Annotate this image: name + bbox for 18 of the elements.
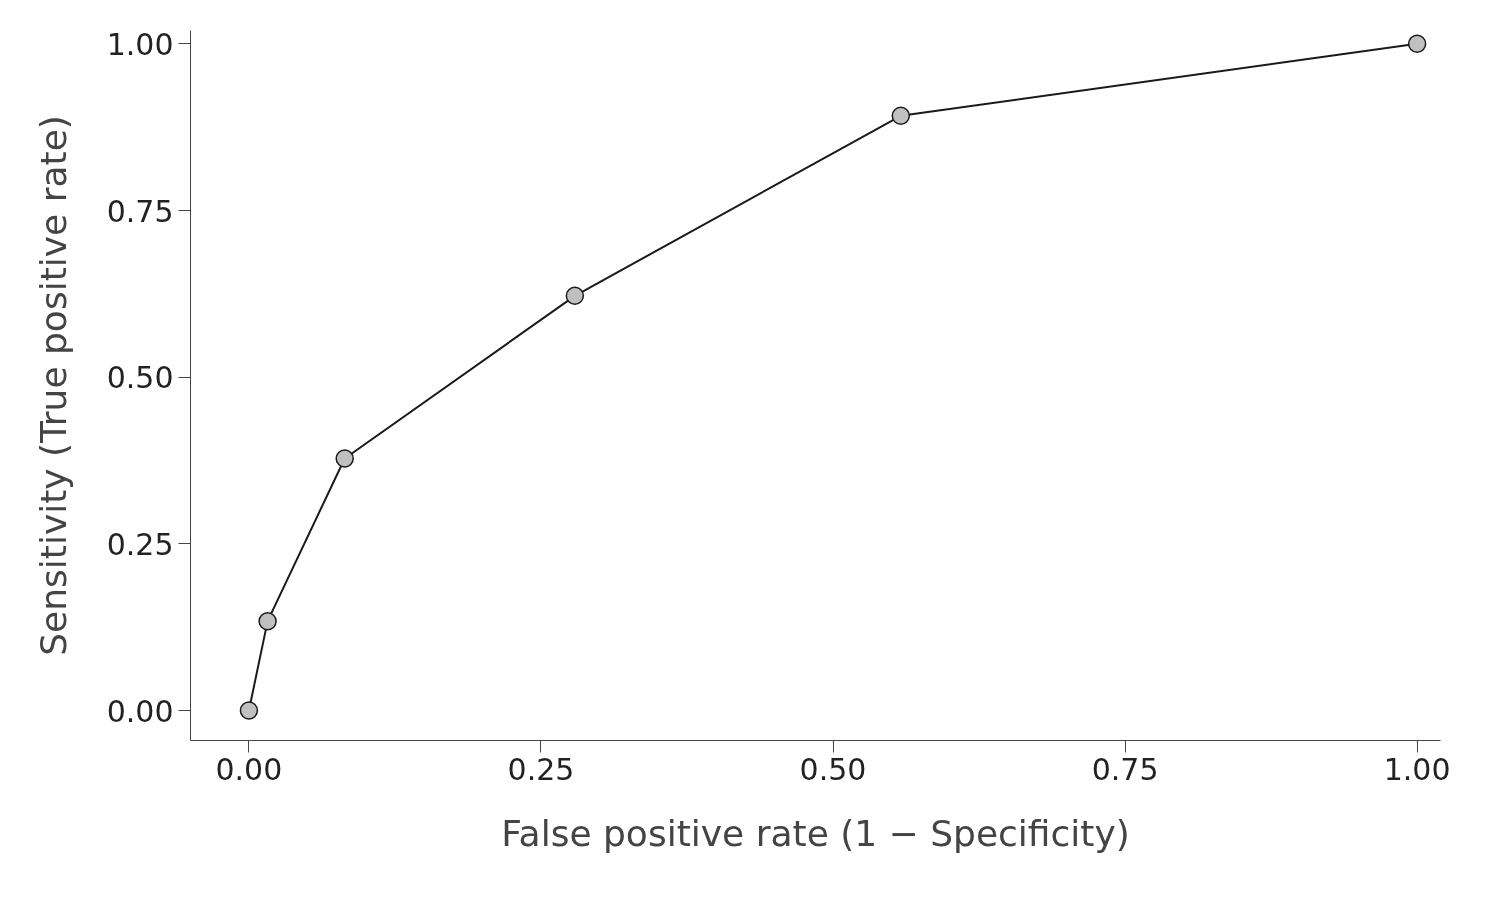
y-tick-label: 0.75: [106, 193, 174, 229]
point: [258, 611, 277, 631]
y-tick-label: 1.00: [106, 26, 174, 62]
x-tick-label: 0.25: [507, 751, 575, 787]
y-tick-label: 0.50: [106, 360, 174, 396]
y-tick-label: 0.00: [106, 693, 174, 729]
x-tick-label: 0.75: [1091, 751, 1159, 787]
point: [891, 106, 911, 126]
point: [565, 286, 585, 306]
x-tick-label: 0.50: [799, 751, 867, 787]
x-tick-label: 1.00: [1383, 751, 1451, 787]
point: [1407, 34, 1427, 54]
x-tick-label: 0.00: [215, 751, 283, 787]
y-axis-title: Sensitivity (True positive rate): [32, 115, 74, 656]
y-tick-label: 0.25: [106, 526, 174, 562]
point: [335, 449, 354, 468]
point: [239, 701, 259, 720]
x-axis-title: False positive rate (1 − Specificity): [501, 812, 1130, 854]
